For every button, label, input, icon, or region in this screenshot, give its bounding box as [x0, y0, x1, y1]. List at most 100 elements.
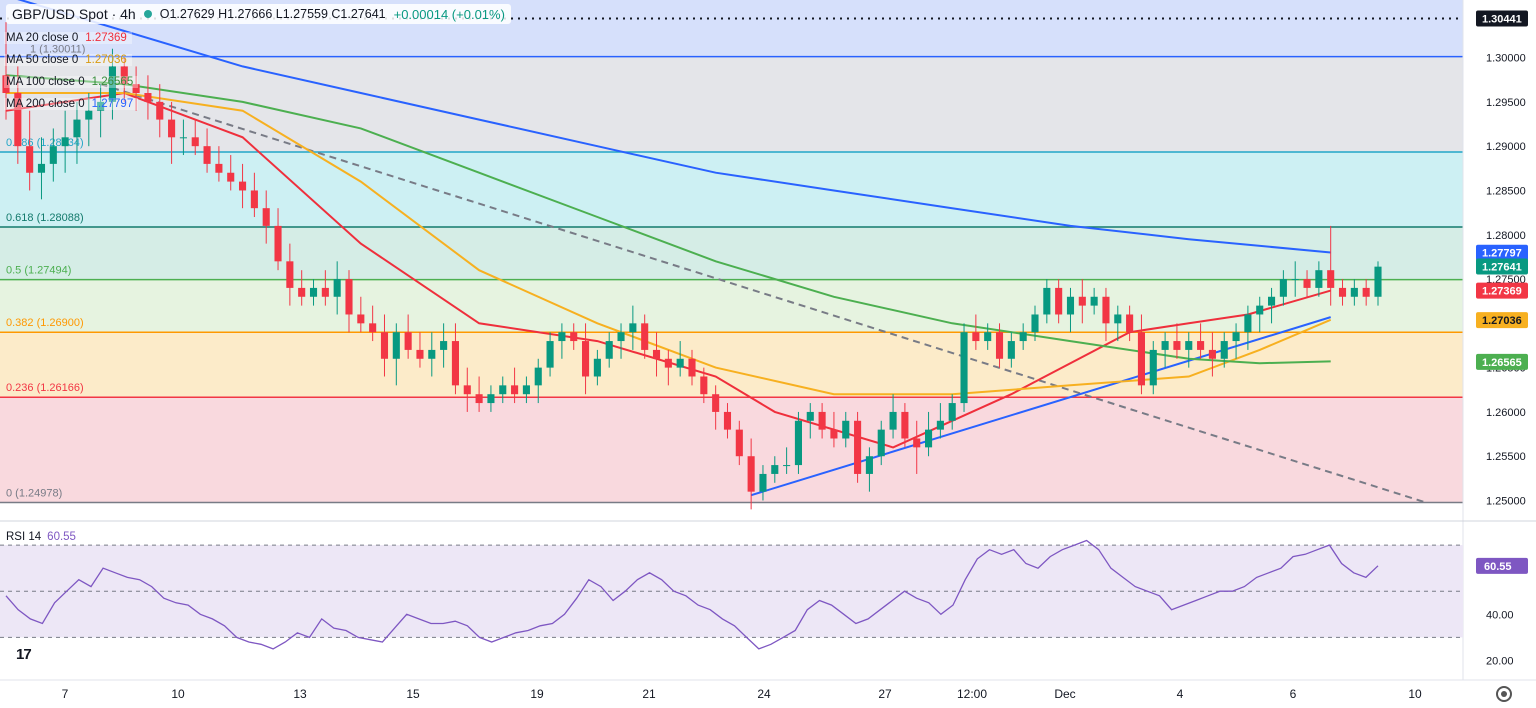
rsi-tick-label: 40.00 [1486, 609, 1514, 621]
rsi-tick-label: 20.00 [1486, 655, 1514, 667]
candle-body [49, 146, 57, 164]
ma100-value: 1.26565 [91, 76, 134, 88]
candle-body [972, 332, 980, 342]
candle-body [1043, 287, 1051, 315]
time-tick-label: 10 [1408, 687, 1422, 701]
market-status-icon [143, 10, 152, 18]
candle-body [250, 190, 258, 209]
candle-body [1208, 349, 1216, 359]
candle-body [1055, 287, 1063, 315]
candle-body [925, 429, 933, 448]
ma100-legend[interactable]: MA 100 close 0 1.26565 [4, 76, 139, 88]
settings-gear-icon[interactable] [1496, 686, 1512, 702]
candle-body [995, 332, 1004, 359]
ma50-label: MA 50 close 0 [6, 54, 79, 66]
fib-label-1: 0.618 (1.28088) [6, 212, 84, 224]
candle-body [1173, 341, 1181, 350]
candle-body [357, 314, 365, 324]
price-label-text: 1.27369 [1482, 286, 1522, 298]
candle-body [771, 465, 779, 474]
price-label-text: 1.27641 [1482, 262, 1522, 274]
candle-body [889, 411, 897, 430]
candle-body [144, 93, 152, 102]
candle-body [759, 473, 767, 492]
candle-body [404, 332, 412, 350]
ohlc-values: O1.27629 H1.27666 L1.27559 C1.27641 [159, 7, 386, 21]
candle-body [582, 341, 590, 377]
candle-body [416, 349, 424, 359]
candle-body [676, 358, 684, 368]
candle-body [652, 349, 661, 359]
candle-body [475, 394, 483, 404]
time-tick-label: 19 [530, 687, 544, 701]
candle-body [14, 93, 22, 147]
ma20-legend[interactable]: MA 20 close 0 1.27369 [4, 32, 132, 44]
candle-body [1007, 341, 1015, 359]
candle-body [1256, 305, 1264, 315]
candle-body [1350, 287, 1358, 297]
candle-body [392, 332, 400, 359]
fib-zone-0 [0, 152, 1463, 227]
rsi-legend[interactable]: RSI 14 60.55 [6, 531, 76, 543]
price-label-text: 1.30441 [1482, 14, 1522, 26]
time-tick-label: 4 [1177, 687, 1184, 701]
candle-body [1303, 279, 1311, 288]
fib-label-4: 0.236 (1.26166) [6, 382, 84, 394]
fib-zone-1 [0, 226, 1463, 280]
candle-body [794, 420, 802, 466]
rsi-label: RSI 14 [6, 531, 42, 543]
candle-body [286, 261, 294, 288]
candle-body [984, 332, 992, 342]
candle-body [1315, 270, 1323, 288]
candle-body [369, 323, 377, 333]
symbol-header: GBP/USD Spot · 4h O1.27629 H1.27666 L1.2… [6, 4, 511, 24]
time-tick-label: 21 [642, 687, 656, 701]
candle-body [865, 456, 873, 474]
candle-body [1031, 314, 1039, 333]
time-tick-label: 24 [757, 687, 771, 701]
candle-body [487, 394, 495, 404]
price-tick-label: 1.30000 [1486, 53, 1526, 65]
price-label-text: 1.26565 [1482, 357, 1522, 369]
candle-body [1279, 279, 1287, 297]
fib-zone-4 [0, 397, 1463, 503]
ma20-value: 1.27369 [85, 32, 127, 44]
candle-body [451, 341, 459, 386]
tradingview-logo-icon[interactable]: 17 [16, 646, 32, 663]
price-label-box [1476, 282, 1528, 299]
candle-body [1102, 296, 1110, 324]
time-tick-label: 10 [171, 687, 185, 701]
symbol-title[interactable]: GBP/USD Spot · 4h [12, 6, 136, 22]
price-label-box [1476, 244, 1528, 261]
candle-body [641, 323, 649, 350]
candle-body [1232, 332, 1240, 342]
candle-body [298, 287, 306, 297]
price-label-box [1476, 10, 1528, 27]
candle-body [191, 137, 199, 147]
price-label-box [1476, 353, 1528, 370]
time-tick-label: Dec [1054, 687, 1075, 701]
ma200-value: 1.27797 [91, 98, 134, 110]
candle-body [1291, 279, 1299, 281]
candle-body [522, 385, 530, 395]
candle-body [629, 323, 637, 333]
candle-body [605, 341, 613, 359]
candle-body [26, 146, 34, 173]
candle-body [830, 429, 838, 439]
ma50-legend[interactable]: MA 50 close 0 1.27036 [4, 54, 132, 66]
candle-body [1019, 332, 1027, 342]
candle-body [783, 465, 791, 467]
candle-body [309, 287, 318, 297]
ma-line-ma200 [17, 0, 1331, 254]
candle-body [1137, 332, 1145, 386]
candle-body [948, 403, 956, 421]
candle-body [428, 349, 436, 359]
ma200-legend[interactable]: MA 200 close 0 1.27797 [4, 98, 139, 110]
candle-body [262, 208, 270, 226]
price-label-text: 1.27036 [1482, 315, 1522, 327]
candle-body [1149, 349, 1157, 386]
ma200-label: MA 200 close 0 [6, 98, 85, 110]
time-tick-label: 6 [1290, 687, 1297, 701]
price-tick-label: 1.28000 [1486, 230, 1526, 242]
